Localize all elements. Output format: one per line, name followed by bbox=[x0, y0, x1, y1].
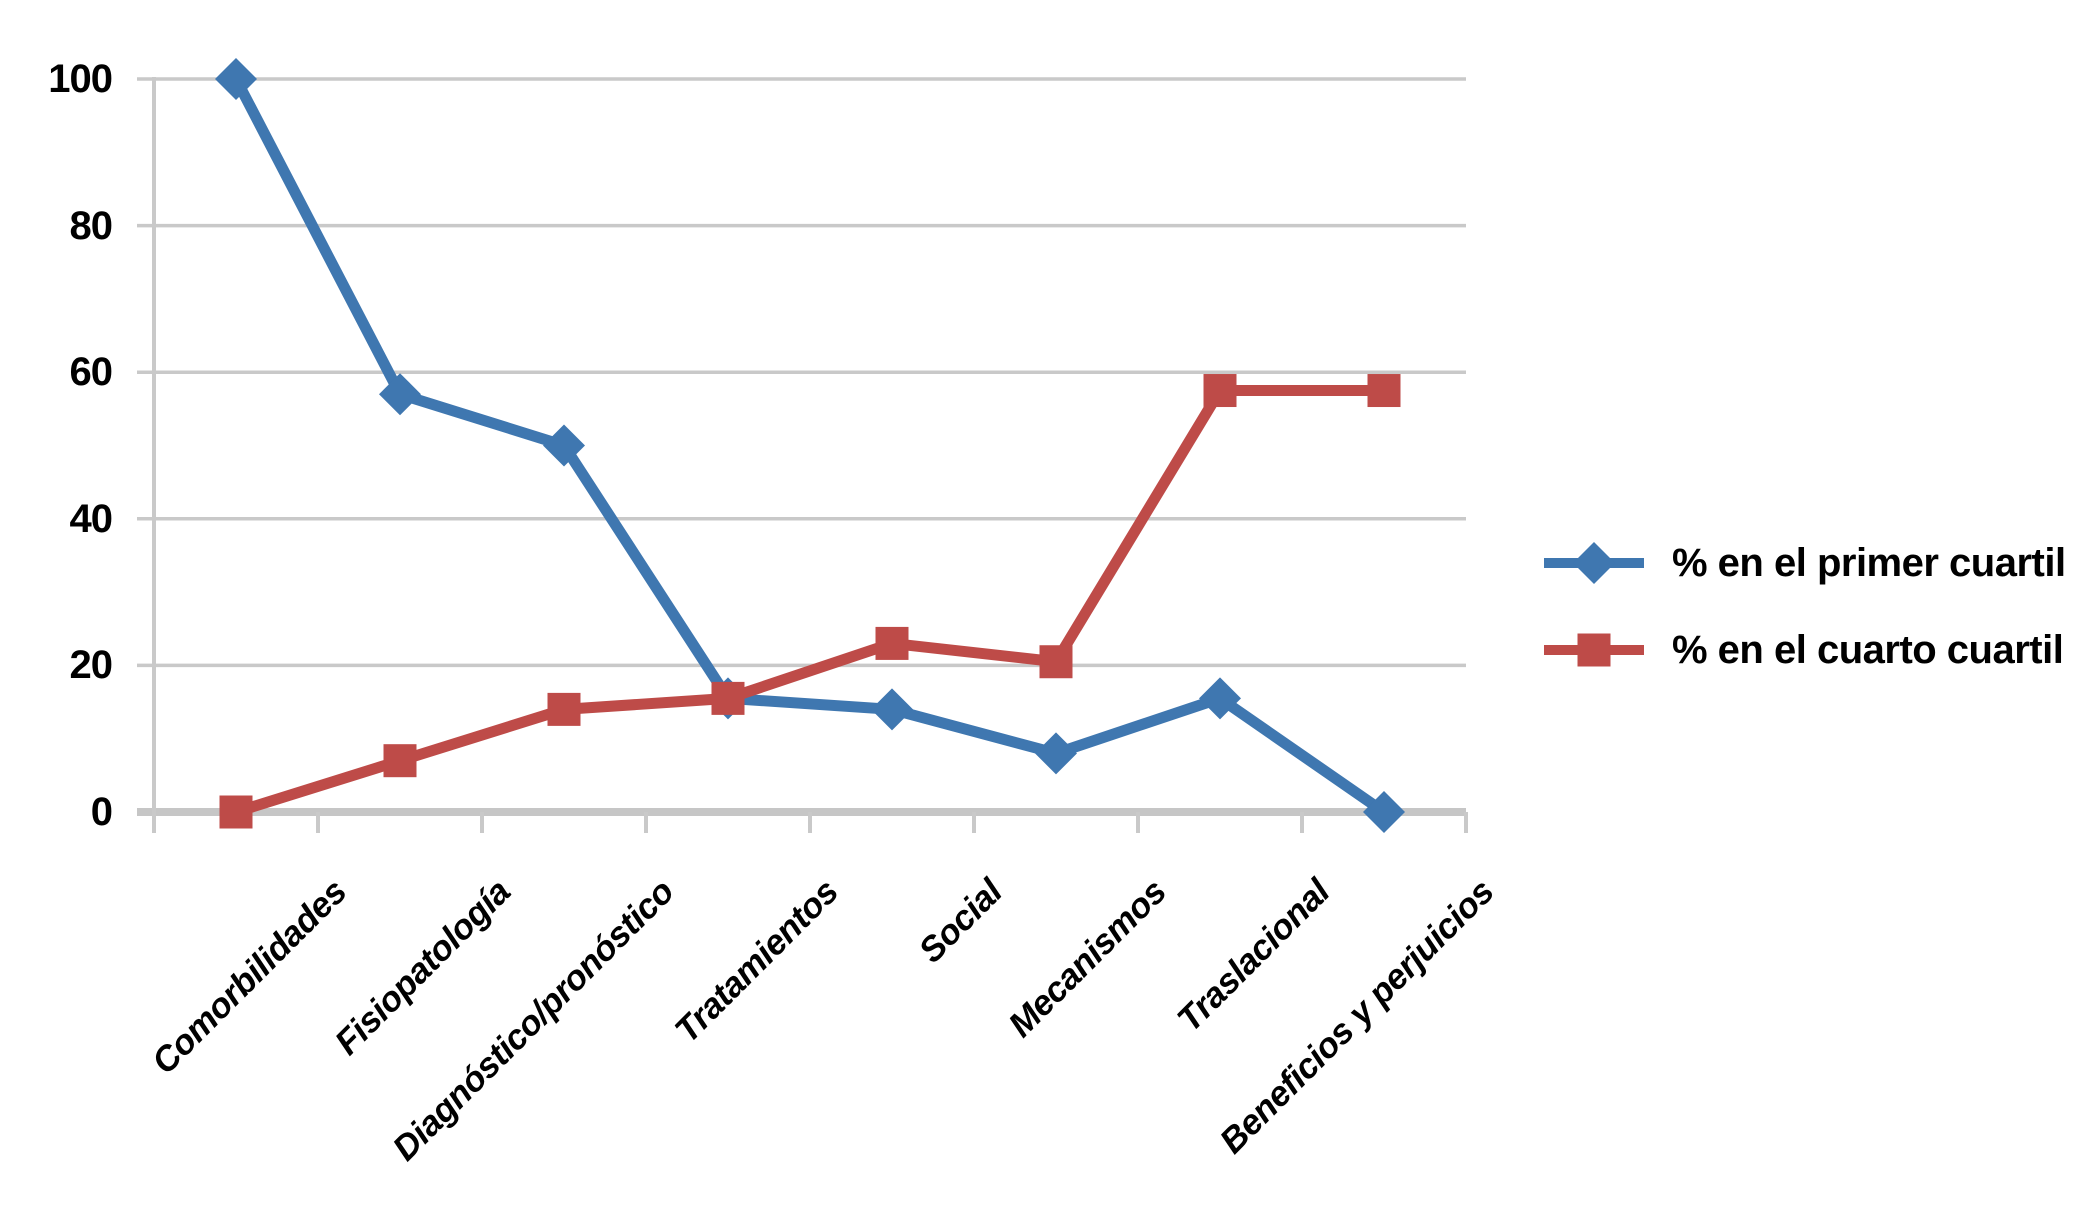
data-point-square-3 bbox=[711, 681, 745, 715]
y-tick-label-0: 0 bbox=[90, 790, 113, 834]
data-point-square-2 bbox=[547, 692, 581, 726]
legend-square-marker-icon bbox=[1544, 633, 1644, 667]
series-line-0 bbox=[231, 76, 1388, 817]
series-line-1 bbox=[234, 385, 1384, 818]
legend-label-primer-cuartil: % en el primer cuartil bbox=[1672, 540, 2066, 585]
y-tick-label-60: 60 bbox=[69, 350, 114, 394]
legend-item-primer-cuartil: % en el primer cuartil bbox=[1542, 537, 2066, 589]
y-tick-label-100: 100 bbox=[48, 57, 113, 101]
data-point-diamond-0 bbox=[215, 58, 257, 100]
y-tick-label-20: 20 bbox=[69, 643, 114, 687]
data-point-diamond-7 bbox=[1363, 791, 1405, 833]
data-point-diamond-6 bbox=[1199, 677, 1241, 720]
y-tick-label-80: 80 bbox=[69, 204, 114, 248]
legend-item-cuarto-cuartil: % en el cuarto cuartil bbox=[1542, 624, 2064, 676]
data-point-diamond-4 bbox=[871, 688, 913, 731]
y-tick-label-40: 40 bbox=[69, 497, 114, 541]
data-point-square-4 bbox=[875, 626, 909, 660]
legend-diamond-marker-icon bbox=[1544, 542, 1644, 584]
data-point-square-0 bbox=[219, 795, 253, 829]
data-point-square-1 bbox=[383, 744, 417, 778]
data-point-square-5 bbox=[1039, 645, 1073, 679]
legend-label-cuarto-cuartil: % en el cuarto cuartil bbox=[1672, 627, 2064, 672]
data-point-square-6 bbox=[1203, 374, 1237, 408]
data-point-diamond-5 bbox=[1035, 732, 1077, 775]
data-point-diamond-1 bbox=[379, 373, 421, 416]
data-point-diamond-2 bbox=[543, 424, 585, 467]
data-point-square-7 bbox=[1367, 374, 1401, 408]
